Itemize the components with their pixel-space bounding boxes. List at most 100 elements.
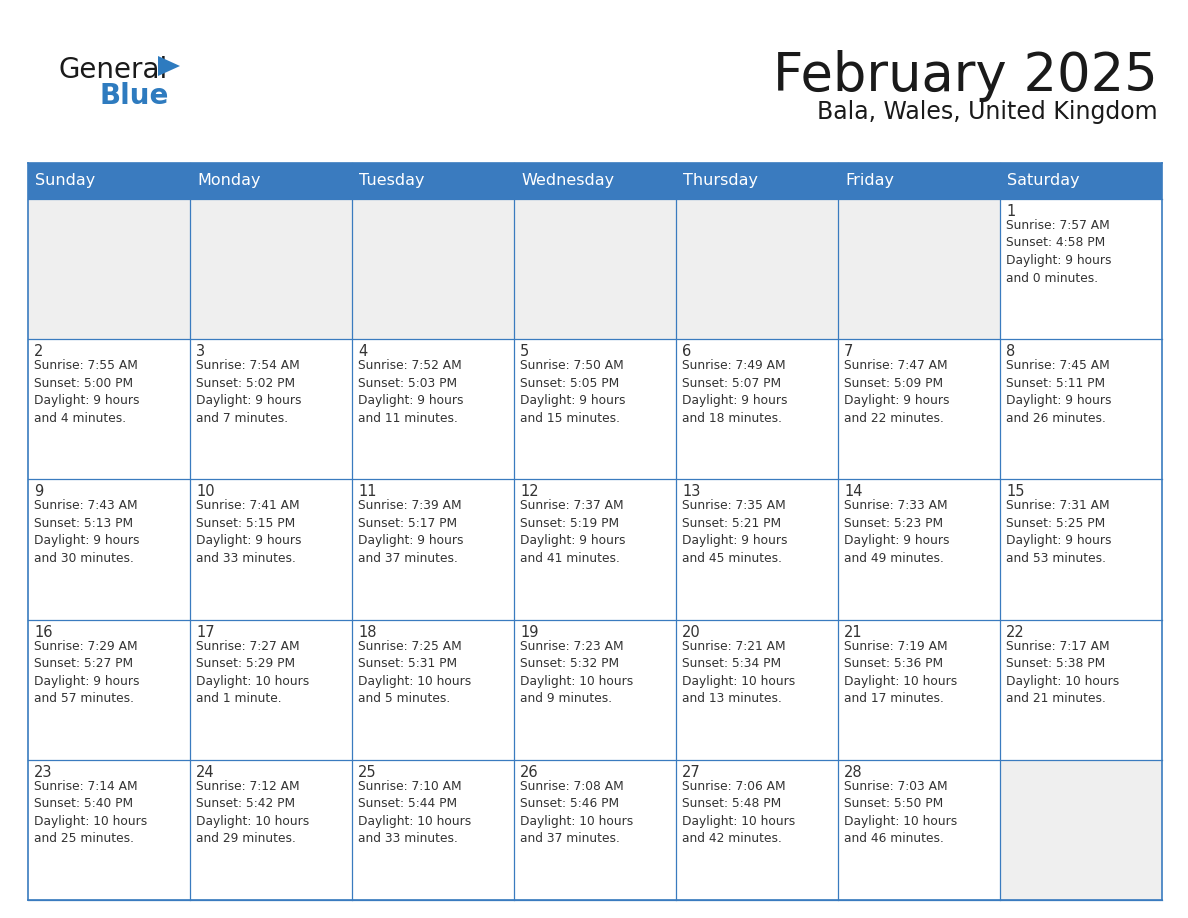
Text: 10: 10 <box>196 485 215 499</box>
Bar <box>352 620 514 760</box>
Text: Sunrise: 7:33 AM
Sunset: 5:23 PM
Daylight: 9 hours
and 49 minutes.: Sunrise: 7:33 AM Sunset: 5:23 PM Dayligh… <box>843 499 949 565</box>
Text: Bala, Wales, United Kingdom: Bala, Wales, United Kingdom <box>817 100 1158 124</box>
Bar <box>514 760 676 900</box>
Bar <box>838 199 1000 339</box>
Text: 16: 16 <box>34 624 52 640</box>
Bar <box>1000 620 1162 760</box>
Bar <box>29 339 190 479</box>
Bar <box>514 479 676 620</box>
Text: 21: 21 <box>843 624 862 640</box>
Text: 2: 2 <box>34 344 44 359</box>
Text: 6: 6 <box>682 344 691 359</box>
Text: Sunrise: 7:41 AM
Sunset: 5:15 PM
Daylight: 9 hours
and 33 minutes.: Sunrise: 7:41 AM Sunset: 5:15 PM Dayligh… <box>196 499 302 565</box>
Text: Sunrise: 7:10 AM
Sunset: 5:44 PM
Daylight: 10 hours
and 33 minutes.: Sunrise: 7:10 AM Sunset: 5:44 PM Dayligh… <box>358 779 472 845</box>
Text: Sunrise: 7:52 AM
Sunset: 5:03 PM
Daylight: 9 hours
and 11 minutes.: Sunrise: 7:52 AM Sunset: 5:03 PM Dayligh… <box>358 359 463 425</box>
Text: 20: 20 <box>682 624 701 640</box>
Text: 7: 7 <box>843 344 853 359</box>
Bar <box>676 760 838 900</box>
Text: Sunrise: 7:21 AM
Sunset: 5:34 PM
Daylight: 10 hours
and 13 minutes.: Sunrise: 7:21 AM Sunset: 5:34 PM Dayligh… <box>682 640 795 705</box>
Text: 8: 8 <box>1006 344 1016 359</box>
Text: Sunrise: 7:17 AM
Sunset: 5:38 PM
Daylight: 10 hours
and 21 minutes.: Sunrise: 7:17 AM Sunset: 5:38 PM Dayligh… <box>1006 640 1119 705</box>
Bar <box>29 163 1162 199</box>
Text: General: General <box>58 56 168 84</box>
Text: Sunrise: 7:57 AM
Sunset: 4:58 PM
Daylight: 9 hours
and 0 minutes.: Sunrise: 7:57 AM Sunset: 4:58 PM Dayligh… <box>1006 219 1112 285</box>
Bar <box>190 479 352 620</box>
Text: 3: 3 <box>196 344 206 359</box>
Text: 9: 9 <box>34 485 43 499</box>
Text: Sunrise: 7:29 AM
Sunset: 5:27 PM
Daylight: 9 hours
and 57 minutes.: Sunrise: 7:29 AM Sunset: 5:27 PM Dayligh… <box>34 640 139 705</box>
Bar <box>352 339 514 479</box>
Text: Thursday: Thursday <box>683 174 758 188</box>
Bar <box>1000 760 1162 900</box>
Bar <box>29 620 190 760</box>
Text: Sunrise: 7:54 AM
Sunset: 5:02 PM
Daylight: 9 hours
and 7 minutes.: Sunrise: 7:54 AM Sunset: 5:02 PM Dayligh… <box>196 359 302 425</box>
Text: Monday: Monday <box>197 174 260 188</box>
Text: 12: 12 <box>520 485 538 499</box>
Text: 14: 14 <box>843 485 862 499</box>
Text: 24: 24 <box>196 765 215 779</box>
Text: 5: 5 <box>520 344 529 359</box>
Text: Sunrise: 7:12 AM
Sunset: 5:42 PM
Daylight: 10 hours
and 29 minutes.: Sunrise: 7:12 AM Sunset: 5:42 PM Dayligh… <box>196 779 309 845</box>
Text: Blue: Blue <box>100 82 170 110</box>
Text: Sunrise: 7:06 AM
Sunset: 5:48 PM
Daylight: 10 hours
and 42 minutes.: Sunrise: 7:06 AM Sunset: 5:48 PM Dayligh… <box>682 779 795 845</box>
Text: Sunrise: 7:19 AM
Sunset: 5:36 PM
Daylight: 10 hours
and 17 minutes.: Sunrise: 7:19 AM Sunset: 5:36 PM Dayligh… <box>843 640 958 705</box>
Text: 15: 15 <box>1006 485 1024 499</box>
Text: February 2025: February 2025 <box>773 50 1158 102</box>
Text: 1: 1 <box>1006 204 1016 219</box>
Bar <box>1000 339 1162 479</box>
Polygon shape <box>158 56 181 76</box>
Text: Sunrise: 7:03 AM
Sunset: 5:50 PM
Daylight: 10 hours
and 46 minutes.: Sunrise: 7:03 AM Sunset: 5:50 PM Dayligh… <box>843 779 958 845</box>
Bar <box>190 199 352 339</box>
Text: Sunday: Sunday <box>34 174 95 188</box>
Bar <box>838 760 1000 900</box>
Bar <box>190 620 352 760</box>
Bar <box>1000 199 1162 339</box>
Bar <box>29 199 190 339</box>
Text: Sunrise: 7:43 AM
Sunset: 5:13 PM
Daylight: 9 hours
and 30 minutes.: Sunrise: 7:43 AM Sunset: 5:13 PM Dayligh… <box>34 499 139 565</box>
Text: 28: 28 <box>843 765 862 779</box>
Bar <box>838 339 1000 479</box>
Text: Sunrise: 7:39 AM
Sunset: 5:17 PM
Daylight: 9 hours
and 37 minutes.: Sunrise: 7:39 AM Sunset: 5:17 PM Dayligh… <box>358 499 463 565</box>
Bar <box>29 163 1162 900</box>
Text: 23: 23 <box>34 765 52 779</box>
Text: Sunrise: 7:31 AM
Sunset: 5:25 PM
Daylight: 9 hours
and 53 minutes.: Sunrise: 7:31 AM Sunset: 5:25 PM Dayligh… <box>1006 499 1112 565</box>
Bar <box>352 760 514 900</box>
Text: 25: 25 <box>358 765 377 779</box>
Bar <box>676 620 838 760</box>
Text: Sunrise: 7:14 AM
Sunset: 5:40 PM
Daylight: 10 hours
and 25 minutes.: Sunrise: 7:14 AM Sunset: 5:40 PM Dayligh… <box>34 779 147 845</box>
Text: Tuesday: Tuesday <box>359 174 424 188</box>
Bar <box>29 479 190 620</box>
Text: 13: 13 <box>682 485 701 499</box>
Text: 19: 19 <box>520 624 538 640</box>
Bar <box>676 479 838 620</box>
Bar <box>352 479 514 620</box>
Text: Sunrise: 7:27 AM
Sunset: 5:29 PM
Daylight: 10 hours
and 1 minute.: Sunrise: 7:27 AM Sunset: 5:29 PM Dayligh… <box>196 640 309 705</box>
Text: 27: 27 <box>682 765 701 779</box>
Text: Sunrise: 7:23 AM
Sunset: 5:32 PM
Daylight: 10 hours
and 9 minutes.: Sunrise: 7:23 AM Sunset: 5:32 PM Dayligh… <box>520 640 633 705</box>
Text: 17: 17 <box>196 624 215 640</box>
Text: Sunrise: 7:35 AM
Sunset: 5:21 PM
Daylight: 9 hours
and 45 minutes.: Sunrise: 7:35 AM Sunset: 5:21 PM Dayligh… <box>682 499 788 565</box>
Text: 4: 4 <box>358 344 367 359</box>
Bar <box>838 620 1000 760</box>
Bar <box>190 760 352 900</box>
Text: Sunrise: 7:25 AM
Sunset: 5:31 PM
Daylight: 10 hours
and 5 minutes.: Sunrise: 7:25 AM Sunset: 5:31 PM Dayligh… <box>358 640 472 705</box>
Text: Sunrise: 7:45 AM
Sunset: 5:11 PM
Daylight: 9 hours
and 26 minutes.: Sunrise: 7:45 AM Sunset: 5:11 PM Dayligh… <box>1006 359 1112 425</box>
Bar <box>514 339 676 479</box>
Bar <box>1000 479 1162 620</box>
Bar <box>676 199 838 339</box>
Bar <box>29 760 190 900</box>
Text: Saturday: Saturday <box>1007 174 1080 188</box>
Text: Sunrise: 7:08 AM
Sunset: 5:46 PM
Daylight: 10 hours
and 37 minutes.: Sunrise: 7:08 AM Sunset: 5:46 PM Dayligh… <box>520 779 633 845</box>
Text: Wednesday: Wednesday <box>522 174 614 188</box>
Text: Sunrise: 7:55 AM
Sunset: 5:00 PM
Daylight: 9 hours
and 4 minutes.: Sunrise: 7:55 AM Sunset: 5:00 PM Dayligh… <box>34 359 139 425</box>
Bar <box>190 339 352 479</box>
Text: 18: 18 <box>358 624 377 640</box>
Bar <box>514 199 676 339</box>
Text: Sunrise: 7:49 AM
Sunset: 5:07 PM
Daylight: 9 hours
and 18 minutes.: Sunrise: 7:49 AM Sunset: 5:07 PM Dayligh… <box>682 359 788 425</box>
Text: 11: 11 <box>358 485 377 499</box>
Text: 26: 26 <box>520 765 538 779</box>
Bar <box>838 479 1000 620</box>
Text: Sunrise: 7:47 AM
Sunset: 5:09 PM
Daylight: 9 hours
and 22 minutes.: Sunrise: 7:47 AM Sunset: 5:09 PM Dayligh… <box>843 359 949 425</box>
Bar <box>352 199 514 339</box>
Text: 22: 22 <box>1006 624 1025 640</box>
